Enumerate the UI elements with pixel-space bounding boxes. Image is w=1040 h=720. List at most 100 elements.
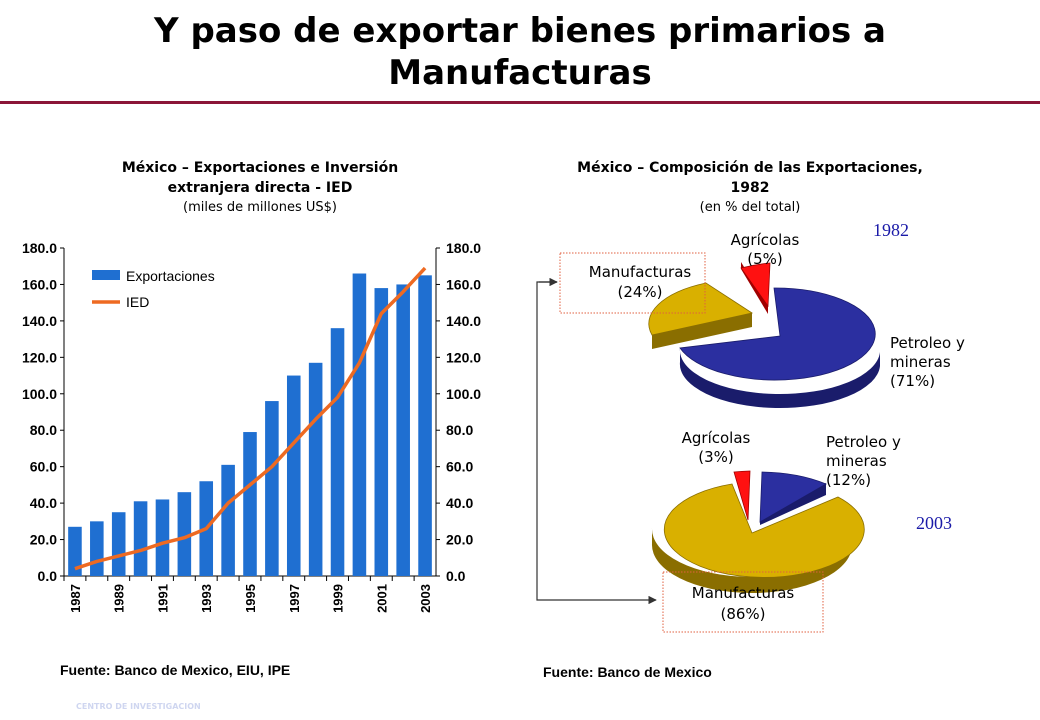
pie-chart-title: México – Composición de las Exportacione… — [530, 158, 970, 218]
x-tick-label-1997: 1997 — [287, 584, 302, 613]
y-tick-label-right: 40.0 — [446, 495, 473, 511]
pie-slice-2003-petroleo — [759, 471, 827, 523]
y-tick-label-right: 20.0 — [446, 532, 473, 548]
label-1982-petroleo-line-1: Petroleo y — [890, 334, 965, 352]
legend-label-ied: IED — [126, 294, 149, 310]
pie-chart-title-line-1: México – Composición de las Exportacione… — [577, 160, 923, 176]
bar-chart-title: México – Exportaciones e Inversión extra… — [40, 158, 480, 218]
year-label-1982: 1982 — [873, 220, 909, 240]
bar-exportaciones-1994 — [221, 464, 235, 576]
x-tick-label-1993: 1993 — [199, 584, 214, 613]
y-tick-label-left: 80.0 — [30, 422, 57, 438]
slice-1982-petroleo-side — [679, 348, 880, 409]
y-tick-label-left: 140.0 — [22, 313, 57, 329]
y-tick-label-left: 120.0 — [22, 349, 57, 365]
label-2003-agricolas-pct: (3%) — [698, 448, 734, 466]
pie-chart-subtitle: (en % del total) — [699, 200, 801, 215]
page-title: Y paso de exportar bienes primarios a Ma… — [0, 10, 1040, 94]
bar-exportaciones-2003 — [418, 275, 432, 576]
label-1982-agricolas-name: Agrícolas — [731, 231, 800, 249]
x-axis-labels: 1987 1989 1991 1993 1995 1997 1999 2001 2003 — [63, 576, 433, 613]
bar-chart-source: Fuente: Banco de Mexico, EIU, IPE — [60, 662, 291, 678]
title-line-2: Manufacturas — [388, 53, 652, 93]
legend-label-exportaciones: Exportaciones — [126, 268, 215, 284]
pie-slice-1982-petroleo — [679, 287, 876, 381]
bar-exportaciones-1987 — [68, 526, 82, 576]
x-tick-label-1995: 1995 — [243, 584, 258, 613]
legend-swatch-exportaciones — [92, 270, 120, 280]
y-tick-label-left: 20.0 — [30, 532, 57, 548]
x-tick-label-1991: 1991 — [155, 584, 170, 613]
label-2003-manufacturas-name: Manufacturas — [692, 584, 795, 602]
pie-1982 — [648, 262, 880, 409]
bar-exportaciones-2001 — [374, 288, 389, 576]
label-2003-petroleo-line-1: Petroleo y — [826, 433, 901, 451]
label-1982-manufacturas-name: Manufacturas — [589, 263, 692, 281]
pie-slice-1982-manufacturas — [648, 282, 754, 336]
chart-legend: Exportaciones IED — [92, 268, 215, 310]
label-1982-agricolas-pct: (5%) — [747, 250, 783, 268]
slice-1982-manufacturas-side — [652, 313, 752, 349]
y-tick-label-left: 60.0 — [30, 459, 57, 475]
connector-arrow — [536, 281, 657, 605]
y-tick-label-left: 180.0 — [22, 240, 57, 256]
y-tick-label-right: 180.0 — [446, 240, 481, 256]
x-tick-label-1987: 1987 — [68, 584, 83, 613]
x-tick-label-1989: 1989 — [112, 584, 127, 613]
x-tick-label-2003: 2003 — [418, 584, 433, 613]
year-label-2003: 2003 — [916, 513, 952, 533]
y-tick-label-right: 160.0 — [446, 276, 481, 292]
y-tick-label-right: 60.0 — [446, 459, 473, 475]
pie-2003 — [651, 470, 865, 594]
export-bars — [68, 273, 432, 576]
title-line-1: Y paso de exportar bienes primarios a — [154, 11, 886, 51]
ied-line — [74, 266, 427, 571]
bar-exportaciones-1996 — [265, 401, 279, 576]
title-divider — [0, 101, 1040, 104]
x-tick-label-1999: 1999 — [331, 584, 346, 613]
y-tick-label-right: 140.0 — [446, 313, 481, 329]
pie-chart-title-line-2: 1982 — [730, 180, 770, 196]
x-tick-label-2001: 2001 — [374, 584, 389, 613]
y-tick-label-left: 100.0 — [22, 386, 57, 402]
slice-2003-manufacturas-side — [651, 528, 852, 594]
label-2003-agricolas-name: Agrícolas — [682, 429, 751, 447]
bar-chart-subtitle: (miles de millones US$) — [183, 200, 337, 215]
label-2003-petroleo-line-2: mineras — [826, 452, 887, 470]
label-2003-manufacturas-pct: (86%) — [720, 605, 765, 623]
bar-exportaciones-2002 — [396, 284, 410, 576]
y-tick-label-right: 80.0 — [446, 422, 473, 438]
bar-exportaciones-1990 — [133, 501, 148, 576]
label-box-1982-manufacturas — [559, 252, 706, 314]
label-1982-petroleo-line-3: (71%) — [890, 372, 935, 390]
exports-fdi-chart: 0.0 0.0 20.0 20.0 40.0 40.0 60.0 60.0 80.0 80.0 10… — [22, 240, 481, 613]
bar-exportaciones-1991 — [155, 499, 170, 576]
y-tick-label-right: 0.0 — [446, 568, 466, 584]
pie-slice-2003-manufacturas — [663, 483, 865, 578]
bar-chart-title-line-1: México – Exportaciones e Inversión — [121, 160, 399, 176]
label-1982-manufacturas-pct: (24%) — [617, 283, 662, 301]
label-2003-petroleo-line-3: (12%) — [826, 471, 871, 489]
export-composition-pies: Manufacturas (24%) Agrícolas (5%) Petrol… — [536, 220, 965, 633]
bar-exportaciones-1992 — [177, 492, 192, 576]
label-box-2003-manufacturas — [662, 571, 824, 633]
footer-watermark: CENTRO DE INVESTIGACION — [76, 702, 201, 711]
bar-exportaciones-1989 — [111, 512, 126, 576]
bar-chart-title-line-2: extranjera directa - IED — [167, 180, 353, 196]
bar-exportaciones-1999 — [330, 328, 345, 576]
bar-exportaciones-1998 — [308, 362, 323, 576]
bar-exportaciones-1988 — [90, 521, 104, 576]
y-tick-label-right: 120.0 — [446, 349, 481, 365]
label-1982-petroleo-line-2: mineras — [890, 353, 951, 371]
pie-chart-source: Fuente: Banco de Mexico — [543, 664, 712, 680]
y-axis-ticks: 0.0 0.0 20.0 20.0 40.0 40.0 60.0 60.0 80.0 80.0 10… — [22, 240, 481, 584]
bar-exportaciones-2000 — [352, 273, 367, 576]
y-tick-label-left: 0.0 — [38, 568, 58, 584]
y-tick-label-left: 160.0 — [22, 276, 57, 292]
y-tick-label-right: 100.0 — [446, 386, 481, 402]
y-tick-label-left: 40.0 — [30, 495, 57, 511]
bar-exportaciones-1995 — [243, 432, 257, 576]
pie-slice-1982-agricolas — [740, 262, 771, 308]
bar-exportaciones-1997 — [286, 375, 301, 576]
pie-slice-2003-agricolas — [733, 470, 751, 521]
